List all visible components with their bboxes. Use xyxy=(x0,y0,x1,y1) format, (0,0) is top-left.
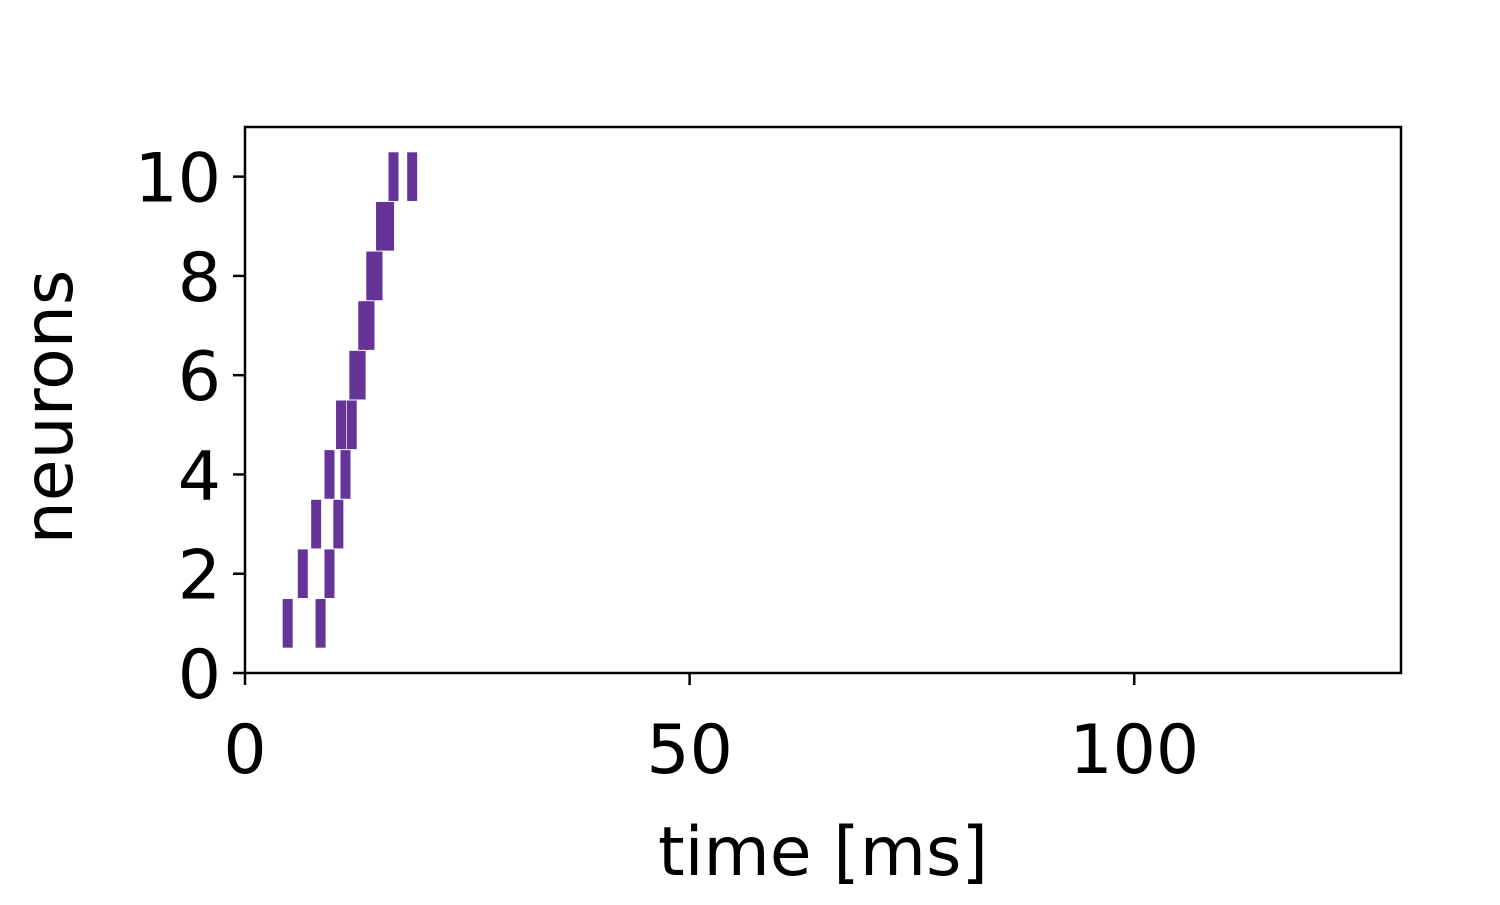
y-tick-label: 8 xyxy=(178,239,221,318)
spike-marker xyxy=(324,450,335,499)
spike-markers xyxy=(282,152,418,648)
spike-marker xyxy=(355,350,366,400)
plot-frame xyxy=(243,125,1403,675)
x-axis-label: time [ms] xyxy=(658,813,988,892)
spike-marker xyxy=(282,599,293,648)
spike-marker xyxy=(311,499,322,549)
spike-marker xyxy=(358,301,369,350)
spike-marker xyxy=(376,201,387,251)
x-tick-label: 50 xyxy=(646,711,733,790)
x-tick-label: 0 xyxy=(223,711,266,790)
y-axis-label: neurons xyxy=(10,270,89,545)
spike-marker xyxy=(364,301,375,350)
spike-marker xyxy=(407,152,418,201)
spike-marker xyxy=(315,599,326,648)
spike-marker xyxy=(349,350,360,400)
spike-marker xyxy=(372,251,383,301)
spike-marker xyxy=(336,400,347,450)
spike-marker xyxy=(346,400,357,450)
y-tick-label: 10 xyxy=(134,140,221,219)
spike-marker xyxy=(366,251,377,301)
y-tick-label: 4 xyxy=(178,437,221,516)
spike-marker xyxy=(297,549,308,599)
y-tick-label: 2 xyxy=(178,537,221,616)
spike-marker xyxy=(333,499,344,549)
y-tick-label: 0 xyxy=(178,636,221,715)
spike-marker xyxy=(324,549,335,599)
spike-marker xyxy=(388,152,399,201)
spike-marker xyxy=(384,201,395,251)
y-axis-ticks: 0 2 4 6 8 10 xyxy=(134,140,245,715)
x-tick-label: 100 xyxy=(1069,711,1199,790)
spike-marker xyxy=(340,450,351,499)
x-axis-ticks: 0 50 100 xyxy=(223,673,1199,790)
y-tick-label: 6 xyxy=(178,338,221,417)
